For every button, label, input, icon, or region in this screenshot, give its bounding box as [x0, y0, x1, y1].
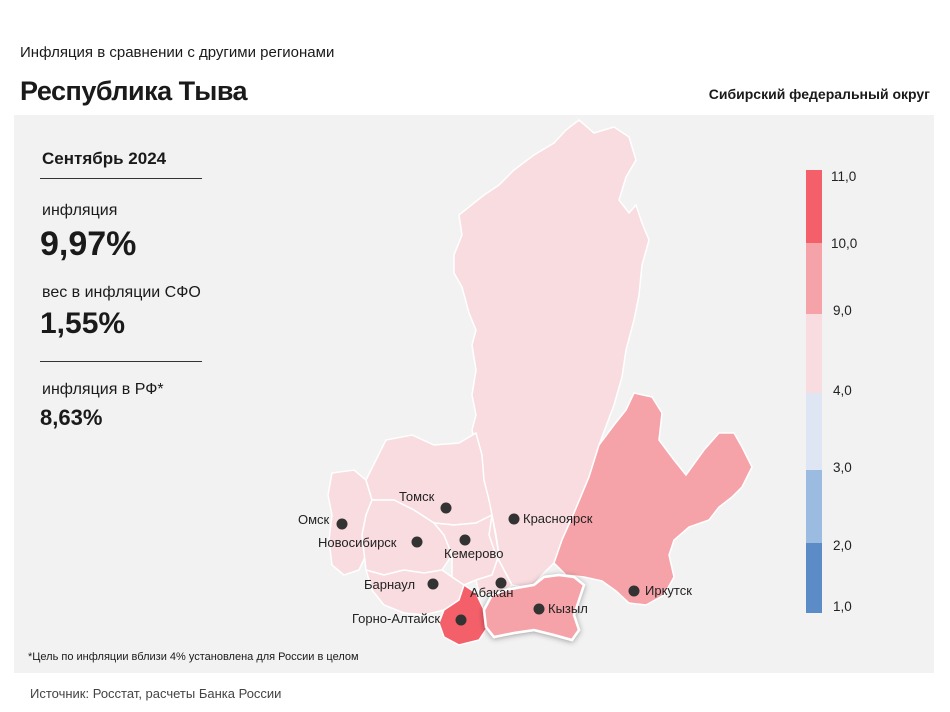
legend-band-1 [806, 170, 822, 243]
city-label-omsk: Омск [298, 512, 330, 527]
city-kyzyl: Кызыл [533, 601, 588, 616]
weight-value: 1,55% [40, 307, 126, 340]
color-scale-legend: 11,0 10,0 9,0 4,0 3,0 2,0 1,0 [806, 169, 857, 614]
legend-label: 10,0 [831, 236, 857, 251]
rf-inflation-label: инфляция в РФ* [42, 381, 164, 398]
page-title: Республика Тыва [20, 76, 248, 106]
legend-band-5 [806, 470, 822, 543]
city-abakan: Абакан [470, 577, 513, 600]
city-omsk: Омск [298, 512, 348, 530]
city-krasnoyarsk: Красноярск [508, 511, 593, 526]
legend-label: 2,0 [833, 538, 852, 553]
legend-band-2 [806, 243, 822, 314]
legend-band-3 [806, 314, 822, 393]
city-label-abakan: Абакан [470, 585, 513, 600]
inflation-value: 9,97% [40, 225, 137, 263]
city-irkutsk: Иркутск [628, 583, 692, 598]
subtitle: Инфляция в сравнении с другими регионами [20, 44, 335, 61]
legend-label: 1,0 [833, 599, 852, 614]
region-irkutsk [553, 392, 753, 606]
city-label-krasnoyarsk: Красноярск [523, 511, 593, 526]
footnote: *Цель по инфляции вблизи 4% установлена … [28, 651, 359, 663]
city-label-novosibirsk: Новосибирск [318, 535, 397, 550]
city-label-gorno-altaysk: Горно-Алтайск [352, 611, 440, 626]
region-map: Омск Томск Новосибирск Кемерово Краснояр… [298, 119, 857, 646]
content-panel: Омск Томск Новосибирск Кемерово Краснояр… [14, 115, 934, 673]
inflation-label: инфляция [42, 202, 118, 219]
legend-label: 3,0 [833, 460, 852, 475]
divider [40, 361, 202, 362]
city-barnaul: Барнаул [364, 577, 439, 592]
city-gorno-altaysk: Горно-Алтайск [352, 611, 467, 626]
divider [40, 178, 202, 179]
city-tomsk: Томск [399, 489, 452, 514]
city-label-kyzyl: Кызыл [548, 601, 588, 616]
legend-label: 9,0 [833, 303, 852, 318]
city-label-irkutsk: Иркутск [645, 583, 692, 598]
district-label: Сибирский федеральный округ [708, 86, 930, 102]
city-label-kemerovo: Кемерово [444, 546, 503, 561]
legend-band-4 [806, 393, 822, 470]
city-novosibirsk: Новосибирск [318, 535, 423, 550]
legend-label: 11,0 [831, 169, 856, 184]
city-label-tomsk: Томск [399, 489, 435, 504]
source-note: Источник: Росстат, расчеты Банка России [30, 686, 282, 701]
legend-band-6 [806, 543, 822, 613]
period-label: Сентябрь 2024 [42, 149, 167, 168]
city-kemerovo: Кемерово [444, 534, 503, 561]
rf-inflation-value: 8,63% [40, 405, 103, 430]
legend-label: 4,0 [833, 383, 852, 398]
weight-label: вес в инфляции СФО [42, 284, 201, 301]
city-label-barnaul: Барнаул [364, 577, 415, 592]
